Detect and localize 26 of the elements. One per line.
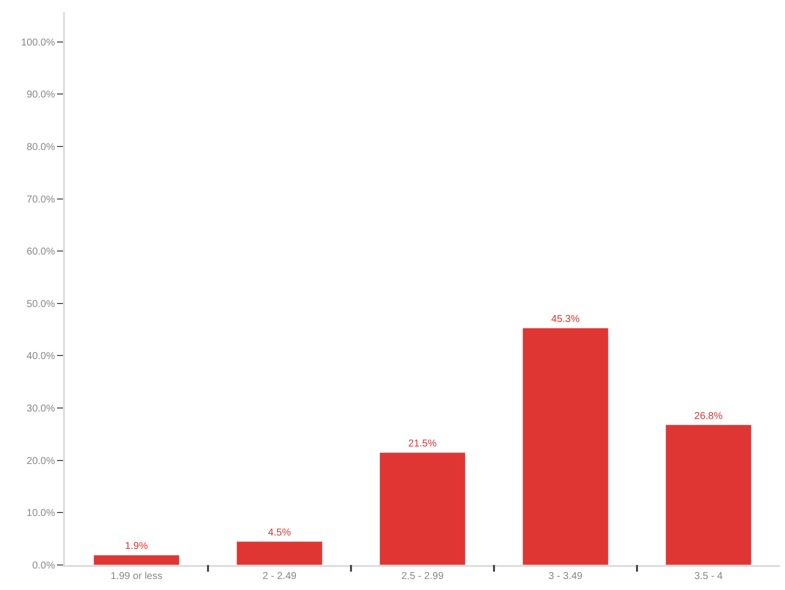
- y-tick-label: 10.0%: [26, 508, 56, 520]
- y-tick-label: 100.0%: [21, 37, 56, 48]
- y-tick-label: 40.0%: [26, 351, 56, 362]
- data-label: 4.5%: [268, 527, 291, 538]
- x-tick-label: 2.5 - 2.99: [401, 571, 444, 582]
- y-tick-label: 0.0%: [32, 560, 56, 572]
- data-label: 1.9%: [125, 541, 148, 552]
- data-label: 26.8%: [694, 410, 723, 422]
- x-tick-label: 2 - 2.49: [262, 571, 297, 582]
- y-tick-label: 30.0%: [26, 404, 56, 415]
- x-tick-label: 1.99 or less: [110, 571, 162, 582]
- x-tick-label: 3.5 - 4: [694, 571, 724, 582]
- bar: [665, 424, 752, 565]
- y-tick-label: 80.0%: [26, 142, 56, 153]
- y-tick-label: 20.0%: [26, 456, 56, 467]
- bar: [236, 541, 323, 565]
- bar: [379, 452, 466, 565]
- y-tick-label: 60.0%: [26, 246, 56, 258]
- bar: [522, 328, 609, 565]
- bar: [93, 554, 180, 565]
- data-label: 45.3%: [551, 314, 580, 325]
- y-tick-label: 50.0%: [26, 298, 56, 310]
- y-tick-label: 90.0%: [26, 90, 56, 101]
- x-tick-label: 3 - 3.49: [548, 571, 583, 582]
- data-label: 21.5%: [408, 438, 437, 450]
- y-tick-label: 70.0%: [26, 194, 56, 206]
